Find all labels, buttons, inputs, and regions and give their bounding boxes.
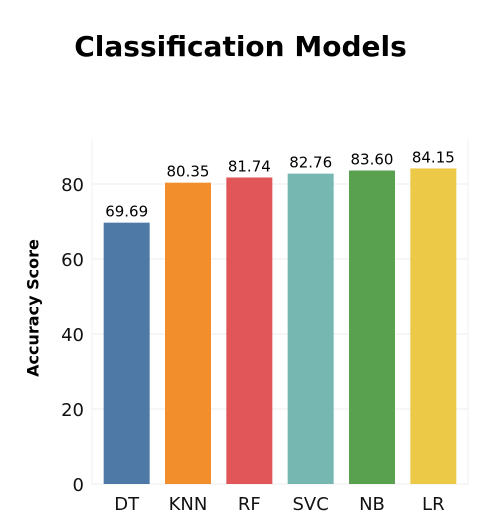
x-tick-label-dt: DT [114,494,140,515]
y-tick-label: 80 [61,175,84,196]
data-label-knn: 80.35 [167,163,210,181]
x-tick-labels: DT KNN RF SVC NB LR [114,494,444,515]
y-tick-labels: 0 20 40 60 80 [61,175,84,496]
data-label-svc: 82.76 [289,154,332,172]
y-tick-label: 60 [61,250,84,271]
bar-svc [287,173,334,484]
y-tick-label: 40 [61,325,84,346]
y-tick-label: 0 [73,475,84,496]
bar-dt [103,222,150,484]
chart-title: Classification Models [74,30,407,63]
data-label-lr: 84.15 [412,148,455,166]
bar-nb [349,170,395,484]
x-tick-label-knn: KNN [169,494,208,515]
x-tick-label-svc: SVC [293,494,329,515]
y-tick-label: 20 [61,400,84,421]
bar-knn [165,182,211,484]
bar-lr [410,168,457,484]
x-tick-label-lr: LR [422,494,445,515]
data-label-rf: 81.74 [228,157,271,175]
x-tick-label-nb: NB [359,494,385,515]
grid-lines [91,139,469,485]
bars [103,168,457,484]
bar-rf [226,177,273,484]
data-labels: 69.69 80.35 81.74 82.76 83.60 84.15 [105,148,455,220]
x-tick-label-rf: RF [238,494,261,515]
data-label-nb: 83.60 [351,151,394,169]
data-label-dt: 69.69 [105,203,148,221]
